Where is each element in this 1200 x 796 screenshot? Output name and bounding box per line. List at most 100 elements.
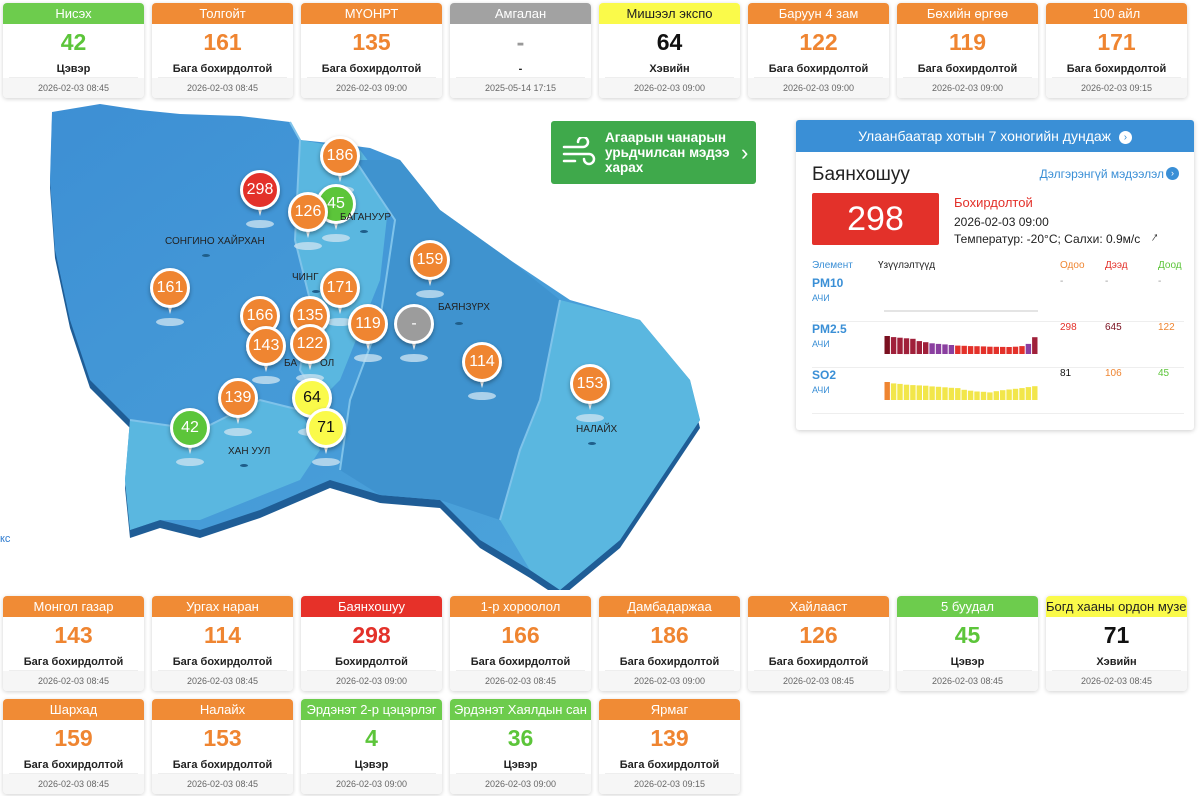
map-pin[interactable]: 159 [410, 240, 450, 302]
station-card[interactable]: Бөхийн өргөө 119 Бага бохирдолтой 2026-02-0… [897, 3, 1038, 98]
sparkline-bar [903, 338, 910, 355]
station-card-time: 2026-02-03 08:45 [3, 671, 144, 691]
element-row[interactable]: PM10 АЧИ - - - [812, 276, 1184, 322]
station-card[interactable]: Ургах наран 114 Бага бохирдолтой 2026-02-03… [152, 596, 293, 691]
pin-tail [411, 340, 417, 350]
map-edge-link[interactable]: кс [0, 533, 11, 545]
sparkline-bar [923, 342, 929, 354]
station-card[interactable]: 5 буудал 45 Цэвэр 2026-02-03 08:45 [897, 596, 1038, 691]
pin-shadow [354, 354, 382, 362]
station-card[interactable]: Нисэх 42 Цэвэр 2026-02-03 08:45 [3, 3, 144, 98]
station-card[interactable]: Богд хааны ордон музей 71 Хэвийн 2026-02-03… [1046, 596, 1187, 691]
station-card-aqi: 159 [54, 725, 93, 751]
station-card[interactable]: Шархад 159 Бага бохирдолтой 2026-02-03 08:4… [3, 699, 144, 794]
map-pin[interactable]: 186 [320, 136, 360, 198]
sparkline-bar [910, 338, 916, 354]
map-pin[interactable]: 298 [240, 170, 280, 232]
map-pin-value: 186 [320, 136, 360, 176]
station-card-status: Бага бохирдолтой [307, 58, 436, 78]
sparkline-bar [929, 386, 935, 400]
station-card[interactable]: Монгол газар 143 Бага бохирдолтой 2026-02-0… [3, 596, 144, 691]
station-card-aqi: 161 [203, 29, 242, 55]
station-card-time: 2026-02-03 08:45 [748, 671, 889, 691]
station-card[interactable]: Налайх 153 Бага бохирдолтой 2026-02-03 08:4… [152, 699, 293, 794]
map-pin[interactable]: 119 [348, 304, 388, 366]
station-card[interactable]: Эрдэнэт 2-р цэцэрлэг 4 Цэвэр 2026-02-03 09:… [301, 699, 442, 794]
station-name: Баянхошуу [812, 164, 910, 185]
map-pin[interactable]: 153 [570, 364, 610, 426]
chevron-circle-right-icon[interactable]: › [1166, 167, 1179, 180]
station-card[interactable]: Ярмаг 139 Бага бохирдолтой 2026-02-03 09:15 [599, 699, 740, 794]
station-card-status: Бага бохирдолтой [158, 58, 287, 78]
panel-header-title: Улаанбаатар хотын 7 хоногийн дундаж [858, 128, 1112, 144]
aqi-status: Бохирдолтой [954, 195, 1033, 210]
station-detail-panel: Улаанбаатар хотын 7 хоногийн дундаж › Ба… [796, 120, 1194, 430]
details-link[interactable]: Дэлгэрэнгүй мэдээлэл [1039, 167, 1164, 181]
map-pin[interactable]: 171 [320, 268, 360, 330]
district-label: НАЛАЙХ [576, 424, 618, 435]
panel-header[interactable]: Улаанбаатар хотын 7 хоногийн дундаж › [796, 120, 1194, 152]
station-card[interactable]: Хайлааст 126 Бага бохирдолтой 2026-02-03 08… [748, 596, 889, 691]
sparkline-bar [890, 383, 897, 400]
map-pin[interactable]: 161 [150, 268, 190, 330]
sparkline-bar [980, 346, 987, 354]
station-card-aqi: 166 [501, 622, 540, 648]
station-card[interactable]: Эрдэнэт Хаялдын сан 36 Цэвэр 2026-02-03 09:… [450, 699, 591, 794]
station-card-status: Цэвэр [9, 58, 138, 78]
map-pin-value: - [394, 304, 434, 344]
map-pin[interactable]: 143 [246, 326, 286, 388]
map-pin[interactable]: 71 [306, 408, 346, 470]
station-card-status: Бага бохирдолтой [9, 754, 138, 774]
pin-tail [587, 400, 593, 410]
station-map[interactable]: 186 298 45 126 159 161 171 166 135 119-143 122 114 1… [0, 100, 740, 590]
station-card-aqi: 64 [656, 29, 683, 55]
station-card-aqi: 42 [60, 29, 87, 55]
district-label: СОНГИНО ХАЙРХАН [165, 236, 265, 247]
station-card[interactable]: Амгалан - -2025-05-14 17:15 [450, 3, 591, 98]
sparkline-bar [916, 341, 922, 354]
station-card-name: Эрдэнэт Хаялдын сан [450, 699, 591, 720]
map-pin[interactable]: 42 [170, 408, 210, 470]
element-row[interactable]: SO2 АЧИ 81 106 45 [812, 368, 1184, 414]
station-card-name: Дамбадаржаа [599, 596, 740, 617]
station-card[interactable]: Баруун 4 зам 122 Бага бохирдолтой 2026-02-0… [748, 3, 889, 98]
map-pin-value: 122 [290, 324, 330, 364]
station-card-name: Амгалан [450, 3, 591, 24]
station-card[interactable]: 100 айл 171 Бага бохирдолтой 2026-02-03 09:… [1046, 3, 1187, 98]
pin-shadow [322, 234, 350, 242]
sparkline-bar [923, 385, 929, 400]
map-pin[interactable]: - [394, 304, 434, 366]
sparkline-bar [1012, 388, 1019, 400]
station-card-time: 2026-02-03 08:45 [152, 78, 293, 98]
station-card[interactable]: Толгойт 161 Бага бохирдолтой 2026-02-03 08:… [152, 3, 293, 98]
map-pin[interactable]: 114 [462, 342, 502, 404]
pin-tail [427, 276, 433, 286]
sparkline-bar [974, 346, 980, 354]
element-min: 45 [1158, 368, 1170, 379]
station-card-status: Бага бохирдолтой [158, 651, 287, 671]
map-pin-value: 42 [170, 408, 210, 448]
sparkline-bar [910, 385, 916, 400]
station-card[interactable]: Баянхошуу 298 Бохирдолтой 2026-02-03 09:00 [301, 596, 442, 691]
pin-tail [263, 362, 269, 372]
forecast-button[interactable]: Агаарын чанарын урьдчилсан мэдээ харах › [551, 121, 756, 184]
station-card[interactable]: МҮОНРТ 135 Бага бохирдолтой 2026-02-03 09:0… [301, 3, 442, 98]
station-card[interactable]: Дамбадаржаа 186 Бага бохирдолтой 2026-02-03… [599, 596, 740, 691]
map-pin[interactable]: 126 [288, 192, 328, 254]
station-card-aqi: - [516, 29, 525, 55]
station-card-name: Ургах наран [152, 596, 293, 617]
sparkline-bar [942, 387, 948, 400]
station-card-time: 2026-02-03 08:45 [450, 671, 591, 691]
map-pin[interactable]: 122 [290, 324, 330, 386]
district-label: ОЛ [320, 358, 335, 369]
station-card[interactable]: 1-р хороолол 166 Бага бохирдолтой 2026-02-0… [450, 596, 591, 691]
element-row[interactable]: PM2.5 АЧИ 298 645 122 [812, 322, 1184, 368]
station-card-time: 2026-02-03 08:45 [3, 774, 144, 794]
station-card-time: 2026-02-03 09:00 [301, 671, 442, 691]
pin-shadow [224, 428, 252, 436]
map-pin[interactable]: 139 [218, 378, 258, 440]
sparkline-bar [1019, 388, 1025, 400]
station-card[interactable]: Мишээл экспо 64 Хэвийн 2026-02-03 09:00 [599, 3, 740, 98]
station-card-aqi: 36 [507, 725, 534, 751]
sparkline-bar [974, 391, 980, 400]
